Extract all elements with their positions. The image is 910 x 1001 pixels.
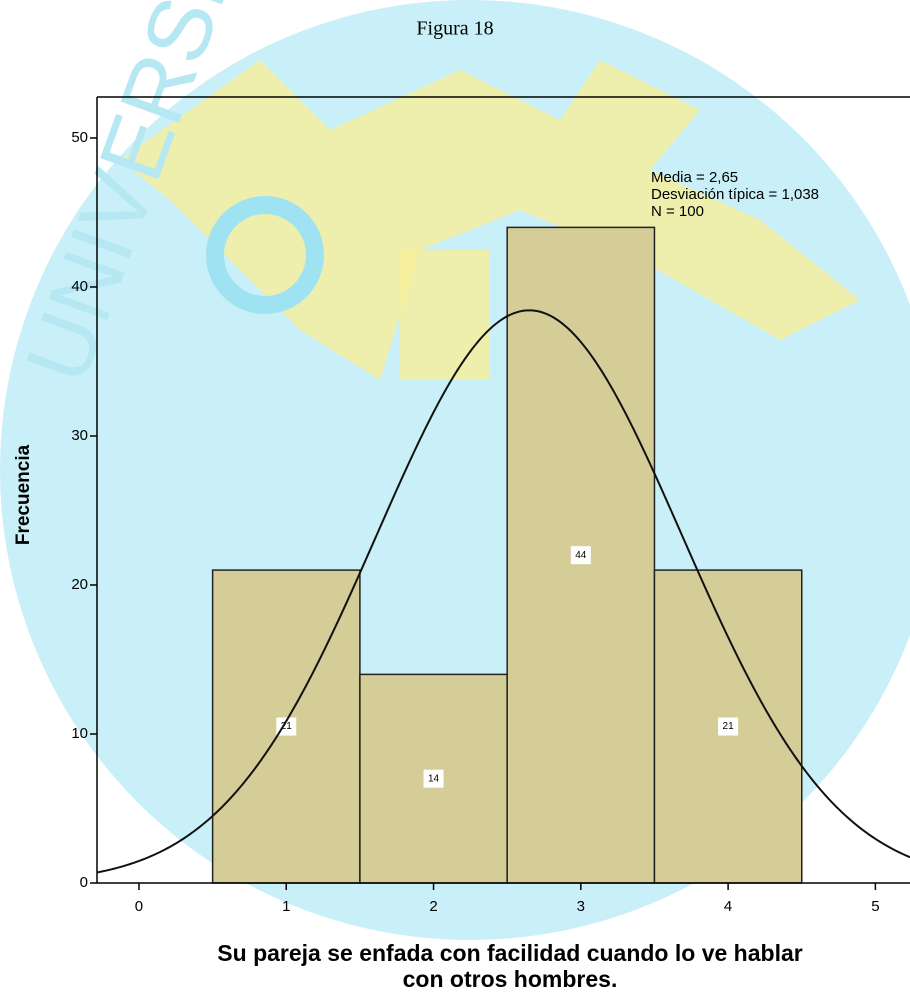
y-axis-title: Frecuencia	[13, 444, 34, 545]
y-tick-label: 50	[71, 129, 88, 146]
y-tick-label: 40	[71, 278, 88, 295]
stat-label: Media = 2,65	[651, 169, 738, 186]
x-axis-title: con otros hombres.	[403, 966, 618, 992]
x-tick-label: 5	[871, 898, 879, 915]
stat-label: Desviación típica = 1,038	[651, 186, 819, 203]
value-label-box	[718, 717, 739, 736]
value-label: 21	[723, 721, 735, 732]
value-label: 14	[428, 773, 440, 784]
y-tick-label: 0	[80, 874, 88, 891]
x-tick-label: 1	[282, 898, 290, 915]
stat-label: N = 100	[651, 203, 704, 220]
chart-title: Figura 18	[416, 18, 493, 40]
x-tick-label: 0	[135, 898, 143, 915]
value-label-box	[423, 769, 444, 788]
normal-curve	[96, 309, 910, 874]
y-tick-label: 30	[71, 427, 88, 444]
x-tick-label: 2	[429, 898, 437, 915]
plot-area: 21 14 44 21 0 10 20 30 40 50 0 1 2 3 4 5 Media = 2,65Des…	[71, 96, 910, 915]
value-label: 21	[281, 721, 293, 732]
x-tick-label: 3	[577, 898, 585, 915]
y-tick-label: 10	[71, 725, 88, 742]
value-label-box	[570, 546, 591, 565]
x-axis-title: Su pareja se enfada con facilidad cuando…	[217, 940, 802, 966]
value-label: 44	[575, 550, 587, 561]
y-tick-label: 20	[71, 576, 88, 593]
x-tick-label: 4	[724, 898, 732, 915]
